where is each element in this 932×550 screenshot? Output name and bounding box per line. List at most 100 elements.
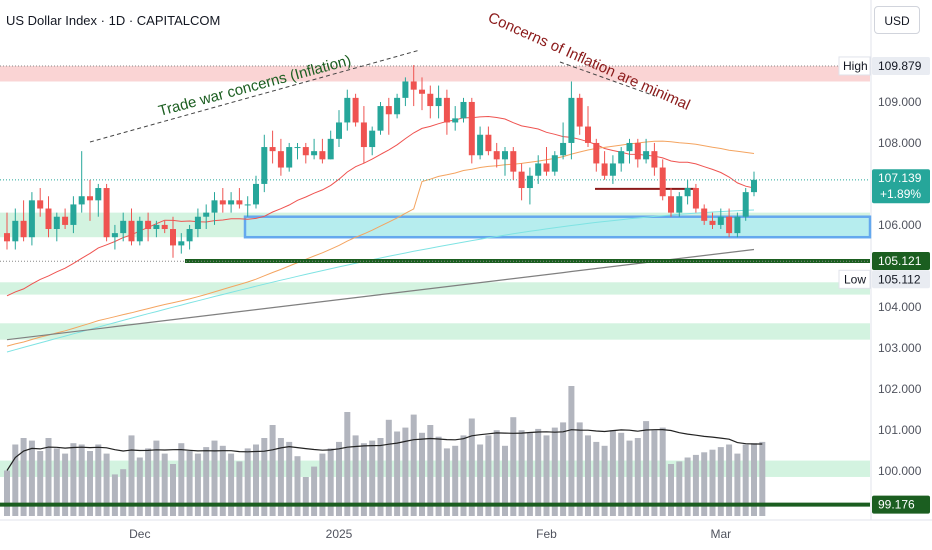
candle-body: [186, 229, 193, 242]
volume-bar: [70, 443, 77, 516]
volume-bar: [120, 469, 127, 516]
candle-body: [211, 200, 218, 213]
volume-bar: [360, 443, 367, 516]
volume-bar: [269, 425, 276, 516]
volume-bar: [585, 435, 591, 516]
candle-body: [311, 151, 318, 156]
candle-body: [419, 89, 425, 94]
candle-body: [236, 200, 243, 205]
candle-body: [385, 106, 392, 115]
volume-bar: [377, 438, 384, 516]
volume-bar: [551, 427, 558, 516]
volume-bar: [643, 421, 650, 516]
candle-body: [277, 151, 284, 168]
volume-bar: [668, 464, 674, 516]
candle-body: [734, 216, 741, 234]
volume-bar: [510, 417, 517, 516]
candle-body: [87, 196, 93, 201]
volume-bar: [402, 427, 409, 516]
volume-bar: [12, 444, 19, 516]
zone-red: [0, 65, 870, 82]
current-price-change: +1.89%: [880, 187, 921, 201]
trendline-up: [89, 49, 421, 143]
candle-body: [551, 155, 558, 172]
y-tick-label: 101.000: [878, 423, 922, 437]
candle-body: [568, 97, 575, 143]
candle-body: [28, 200, 35, 238]
candle-body: [701, 208, 708, 221]
candle-body: [219, 200, 226, 205]
volume-bar: [526, 432, 533, 516]
candle-body: [510, 151, 517, 172]
candle-body: [170, 229, 176, 246]
volume-bar: [352, 435, 359, 516]
volume-bar: [676, 461, 683, 516]
volume-bar: [153, 440, 160, 516]
volume-bar: [244, 448, 251, 516]
volume-bar: [45, 438, 52, 516]
ma-20-line: [6, 115, 755, 297]
volume-bar: [327, 448, 334, 516]
candle-body: [178, 241, 185, 246]
volume-bar: [609, 430, 616, 516]
volume-bar: [435, 436, 442, 516]
volume-bar: [311, 466, 318, 516]
volume-bar: [37, 451, 44, 516]
candle-body: [153, 224, 160, 230]
volume-bar: [111, 474, 118, 516]
annotation-inflation-minimal: Concerns of Inflation are minimal: [485, 9, 692, 114]
candle-body: [37, 200, 44, 209]
volume-bar: [136, 457, 143, 516]
candle-body: [111, 233, 118, 238]
volume-bar: [194, 453, 201, 516]
volume-bar: [385, 419, 392, 516]
volume-bar: [751, 443, 757, 516]
volume-bar: [468, 418, 475, 516]
candle-body: [477, 134, 484, 156]
volume-bar: [601, 445, 608, 516]
volume-bar: [53, 448, 60, 516]
current-price-value: 107.139: [878, 171, 922, 185]
level-price-box: [872, 251, 930, 270]
currency-button[interactable]: USD: [874, 6, 920, 34]
candle-body: [560, 142, 567, 156]
volume-bar: [742, 444, 749, 516]
candle-body: [294, 147, 301, 149]
candle-body: [194, 216, 201, 230]
volume-bar: [684, 457, 691, 516]
low-price-value: 105.112: [878, 272, 921, 286]
candle-body: [634, 142, 641, 160]
candle-body: [726, 216, 733, 234]
chart-title: US Dollar Index · 1D · CAPITALCOM: [6, 13, 221, 28]
candle-body: [709, 220, 716, 225]
y-tick-label: 108.000: [878, 136, 922, 150]
candle-body: [12, 220, 19, 242]
volume-bar: [369, 440, 376, 516]
ma-200-line: [6, 248, 755, 341]
y-tick-label: 100.000: [878, 464, 922, 478]
candle-body: [269, 147, 276, 152]
candle-body: [344, 97, 351, 123]
volume-bar: [103, 453, 110, 516]
bottom-price-value: 99.176: [878, 498, 915, 512]
current-price-box: [872, 169, 930, 204]
volume-bar: [211, 440, 218, 516]
volume-bar: [477, 444, 484, 516]
candle-body: [360, 122, 367, 148]
volume-bar: [726, 444, 733, 516]
current-price: 107.139 +1.89%: [872, 169, 930, 204]
volume-bar: [261, 438, 268, 516]
volume-bar: [443, 448, 450, 516]
candle-body: [302, 147, 309, 156]
volume-bar: [659, 427, 666, 516]
high-price-value: 109.879: [878, 59, 922, 73]
volume-bar: [394, 431, 401, 516]
volume-bar: [543, 435, 550, 516]
volume-bar: [228, 453, 235, 516]
volume-bar: [203, 447, 210, 516]
candle-body: [145, 220, 152, 230]
candle-body: [244, 204, 251, 206]
candle-body: [136, 220, 143, 242]
